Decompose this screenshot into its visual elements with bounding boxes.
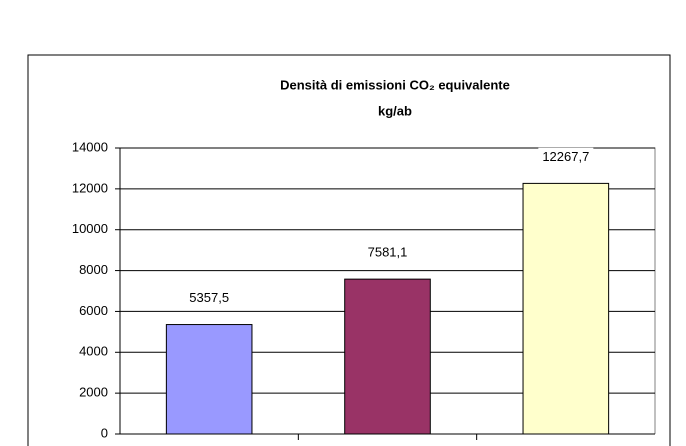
bar [344,278,431,435]
data-label: 12267,7 [542,149,589,164]
data-label: 5357,5 [189,290,229,305]
chart-border [27,54,671,446]
chart-subtitle: kg/ab [378,103,412,118]
y-tick-label: 14000 [72,139,108,154]
y-tick-label: 12000 [72,180,108,195]
y-tick-label: 4000 [79,344,108,359]
y-tick-label: 8000 [79,262,108,277]
y-tick-label: 0 [101,425,108,440]
chart-title: Densità di emissioni CO₂ equivalente [280,77,510,92]
data-label-bg [185,288,234,306]
y-tick-label: 6000 [79,303,108,318]
data-label: 7581,1 [368,245,408,260]
bar [165,324,253,435]
y-tick-label: 10000 [72,221,108,236]
data-label-bg [538,147,594,165]
bar [522,182,610,435]
data-label-bg [363,243,412,261]
y-tick-label: 2000 [79,385,108,400]
